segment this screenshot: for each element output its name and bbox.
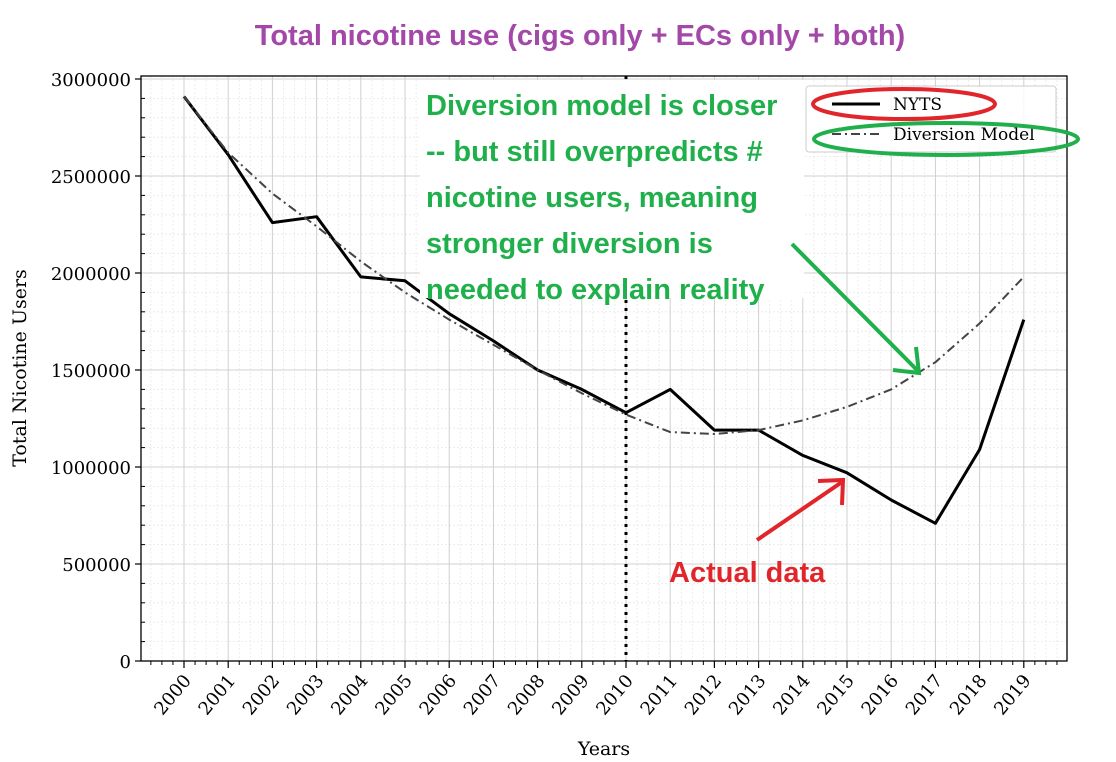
series-lines (182, 95, 1026, 525)
x-tick-label: 2018 (946, 671, 992, 720)
annotations: Diversion model is closer -- but still ov… (420, 80, 922, 589)
x-tick-label: 2009 (548, 671, 594, 720)
legend: NYTS Diversion Model (805, 85, 1080, 157)
x-tick-label: 2004 (327, 671, 373, 720)
x-tick-label: 2013 (725, 671, 771, 720)
y-tick-label: 1000000 (51, 458, 131, 479)
x-tick-label: 2001 (194, 671, 240, 720)
series-line-diversion-model (183, 95, 1025, 435)
x-tick-label: 2019 (990, 671, 1036, 720)
x-tick-label: 2007 (460, 671, 506, 720)
legend-label: Diversion Model (893, 125, 1035, 145)
green-annotation-line: nicotine users, meaning (426, 182, 758, 214)
x-tick-label: 2006 (415, 671, 461, 720)
y-tick-label: 2500000 (51, 167, 131, 188)
green-highlight-ellipse (812, 121, 1080, 157)
x-tick-label: 2010 (592, 671, 638, 720)
x-tick-label: 2016 (857, 671, 903, 720)
x-tick-label: 2008 (504, 671, 550, 720)
red-arrow-shaft (755, 480, 844, 542)
y-tick-label: 3000000 (51, 70, 131, 91)
legend-label: NYTS (893, 95, 942, 115)
green-annotation-line: stronger diversion is (426, 228, 713, 260)
x-tick-label: 2002 (239, 671, 285, 720)
series-line-nyts (182, 95, 1026, 525)
green-annotation-line: Diversion model is closer (426, 90, 777, 122)
red-annotation-text: Actual data (669, 557, 826, 589)
y-tick-label: 500000 (62, 555, 131, 576)
x-tick-label: 2017 (902, 671, 948, 720)
green-arrow-shaft (790, 242, 919, 372)
chart-title: Total nicotine use (cigs only + ECs only… (255, 20, 905, 52)
annotation-background (420, 80, 804, 298)
x-tick-label: 2003 (283, 671, 329, 720)
y-axis-label: Total Nicotine Users (9, 269, 31, 467)
x-tick-label: 2005 (371, 671, 417, 720)
green-annotation-line: -- but still overpredicts # (426, 136, 763, 168)
x-tick-label: 2011 (636, 671, 682, 720)
red-arrowhead (817, 477, 846, 506)
green-arrowhead (892, 346, 922, 376)
y-tick-label: 1500000 (51, 361, 131, 382)
y-tick-label: 2000000 (51, 264, 131, 285)
green-annotation-line: needed to explain reality (426, 274, 764, 306)
x-tick-label: 2014 (769, 671, 815, 720)
y-tick-label: 0 (120, 652, 131, 673)
x-tick-label: 2015 (813, 671, 859, 720)
x-tick-label: 2012 (681, 671, 727, 720)
x-tick-label: 2000 (150, 671, 196, 720)
red-highlight-ellipse (811, 87, 997, 121)
x-axis-label: Years (577, 738, 630, 760)
